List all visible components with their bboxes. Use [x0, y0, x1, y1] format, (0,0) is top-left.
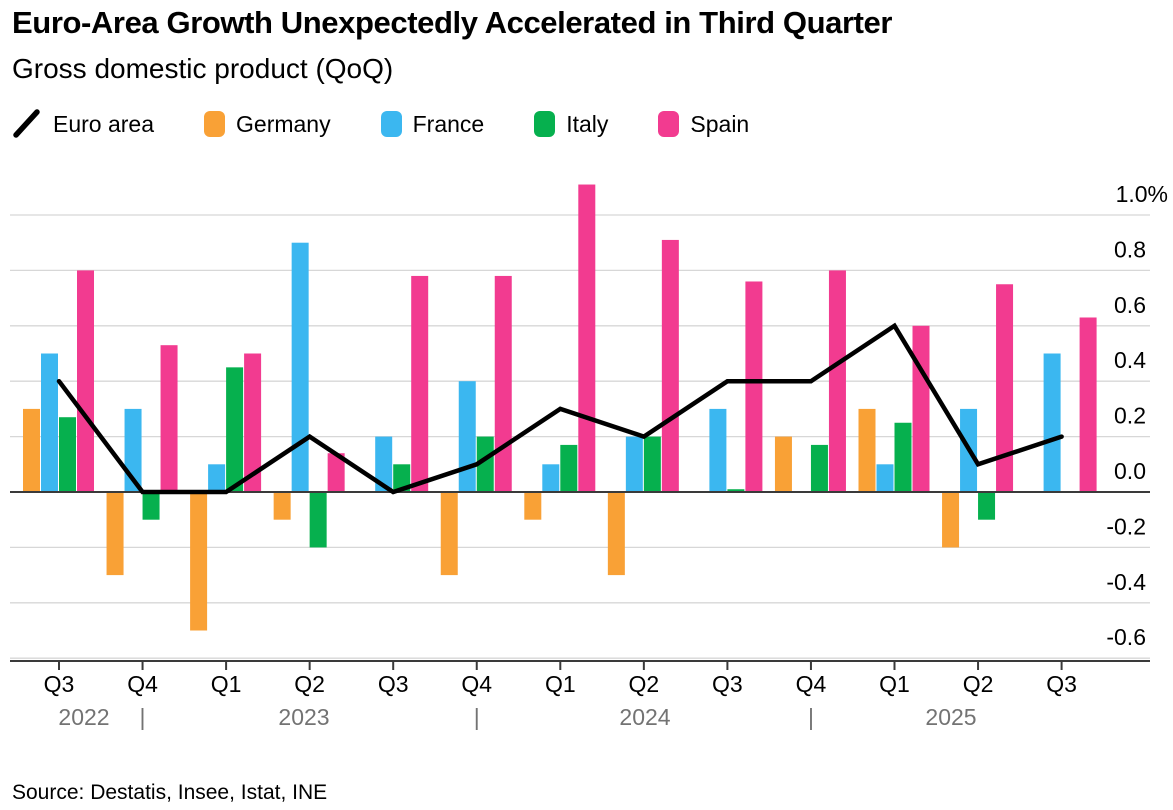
bar-italy-q3-2023 — [393, 464, 411, 492]
legend-label-euro-area: Euro area — [53, 110, 155, 137]
bar-spain-q4-2023 — [494, 275, 512, 492]
bar-france-q2-2024 — [625, 436, 643, 492]
chart-subtitle: Gross domestic product (QoQ) — [12, 53, 394, 84]
x-tick-label: Q1 — [211, 671, 242, 697]
bar-france-q3-2023 — [375, 436, 393, 492]
bar-italy-q1-2023 — [226, 367, 244, 492]
y-axis-label: 0.8 — [1114, 236, 1146, 262]
bar-spain-q3-2023 — [411, 275, 429, 492]
bar-spain-q1-2025 — [912, 325, 930, 492]
year-label: 2023 — [278, 704, 329, 730]
bar-italy-q1-2025 — [894, 422, 912, 492]
bar-france-q1-2023 — [208, 464, 226, 492]
bar-italy-q4-2024 — [810, 444, 828, 492]
france-swatch-icon — [380, 111, 402, 137]
bar-germany-q1-2023 — [190, 492, 208, 631]
x-tick-label: Q4 — [127, 671, 158, 697]
legend-label-france: France — [412, 110, 485, 137]
euro-area-line — [56, 322, 1064, 495]
bar-germany-q3-2022 — [23, 408, 40, 492]
euro-area-line-icon — [13, 109, 40, 138]
source-note: Source: Destatis, Insee, Istat, INE — [12, 781, 328, 804]
year-separator: | — [474, 704, 480, 730]
bar-spain-q4-2022 — [160, 345, 178, 492]
italy-swatch-icon — [534, 111, 556, 137]
bar-france-q1-2024 — [542, 464, 560, 492]
bar-spain-q1-2024 — [578, 184, 596, 492]
x-tick-label: Q4 — [796, 671, 827, 697]
bar-italy-q1-2024 — [560, 444, 578, 492]
bar-spain-q1-2023 — [244, 353, 262, 492]
bar-italy-q2-2024 — [643, 436, 661, 492]
bar-france-q2-2023 — [291, 242, 309, 492]
legend-item-spain: Spain — [658, 111, 749, 138]
x-tick-label: Q1 — [545, 671, 576, 697]
x-tick-label: Q1 — [879, 671, 910, 697]
bar-france-q3-2024 — [709, 408, 727, 492]
bar-italy-q3-2022 — [59, 417, 76, 492]
bar-germany-q4-2023 — [440, 492, 458, 576]
bar-italy-q4-2022 — [142, 492, 160, 520]
bar-spain-q3-2024 — [745, 281, 763, 492]
y-axis-label: -0.2 — [1106, 513, 1146, 539]
y-axis-label: 0.2 — [1114, 403, 1146, 429]
x-tick-label: Q4 — [461, 671, 492, 697]
legend-item-italy: Italy — [534, 111, 608, 138]
page-title: Euro-Area Growth Unexpectedly Accelerate… — [12, 5, 893, 40]
bar-spain-q2-2023 — [327, 453, 345, 492]
year-label: 2024 — [619, 704, 670, 730]
y-axis-label: 0.4 — [1114, 347, 1146, 373]
bar-italy-q3-2024 — [727, 489, 745, 492]
legend-item-germany: Germany — [204, 111, 331, 138]
x-tick-label: Q2 — [294, 671, 325, 697]
bar-germany-q1-2024 — [524, 492, 542, 520]
x-tick-label: Q3 — [1046, 671, 1077, 697]
year-label: 2025 — [925, 704, 976, 730]
legend-item-euro-area: Euro area — [12, 109, 154, 139]
bar-germany-q4-2024 — [774, 436, 792, 492]
bar-spain-q3-2022 — [77, 270, 94, 492]
bar-germany-q4-2022 — [106, 492, 124, 576]
legend-label-germany: Germany — [236, 110, 331, 137]
bar-spain-q3-2025 — [1079, 317, 1097, 492]
bar-italy-q2-2025 — [978, 492, 996, 520]
bar-france-q4-2023 — [458, 381, 476, 492]
bar-germany-q2-2025 — [942, 492, 960, 548]
bar-spain-q2-2024 — [661, 239, 679, 492]
bar-germany-q1-2025 — [858, 408, 876, 492]
bar-italy-q2-2023 — [309, 492, 327, 548]
y-axis-label: 0.6 — [1114, 292, 1146, 318]
x-tick-label: Q3 — [378, 671, 409, 697]
spain-swatch-icon — [658, 111, 680, 137]
germany-swatch-icon — [204, 111, 226, 137]
x-tick-label: Q3 — [44, 671, 75, 697]
legend-label-spain: Spain — [690, 110, 750, 137]
bar-france-q1-2025 — [876, 464, 894, 492]
bar-germany-q2-2023 — [273, 492, 291, 520]
x-tick-label: Q2 — [963, 671, 994, 697]
year-separator: | — [808, 704, 814, 730]
y-axis-label: -0.4 — [1106, 569, 1146, 595]
bar-france-q3-2022 — [41, 353, 58, 492]
bar-italy-q4-2023 — [476, 436, 494, 492]
y-axis-label: -0.6 — [1106, 624, 1146, 650]
year-separator: | — [140, 704, 146, 730]
bar-spain-q2-2025 — [996, 284, 1014, 492]
y-axis-label: 0.0 — [1114, 458, 1146, 484]
x-tick-label: Q3 — [712, 671, 743, 697]
legend-item-france: France — [380, 110, 485, 138]
bar-france-q3-2025 — [1043, 353, 1061, 492]
y-axis-label: 1.0% — [1116, 181, 1168, 207]
year-label: 2022 — [58, 704, 109, 730]
x-tick-label: Q2 — [629, 671, 660, 697]
legend-label-italy: Italy — [566, 110, 609, 137]
bar-germany-q2-2024 — [607, 492, 625, 576]
bar-spain-q4-2024 — [828, 270, 846, 492]
legend: Euro area Germany France Italy Spain — [12, 109, 749, 139]
